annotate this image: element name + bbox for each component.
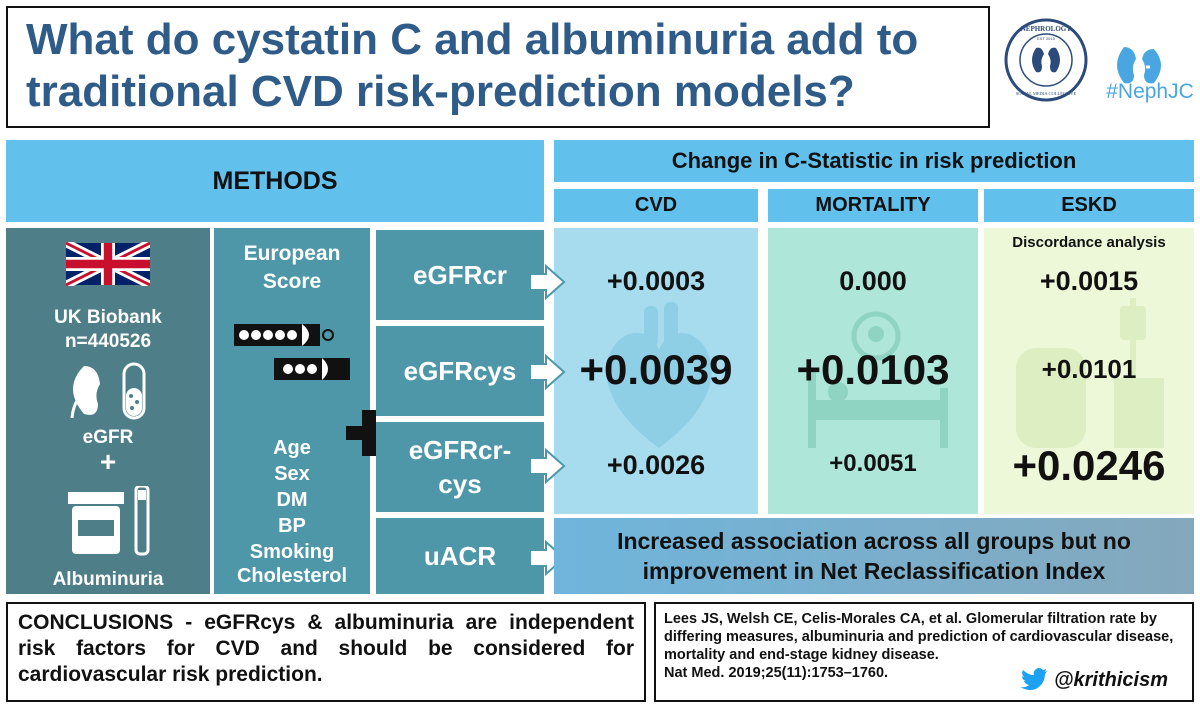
- logo-circle-subtext: SOCIAL MEDIA COLLECTIVE: [1016, 91, 1077, 96]
- uacr-result-line1: Increased association across all groups …: [617, 528, 1131, 554]
- hospital-bed-icon: [808, 311, 948, 448]
- reference-box: Lees JS, Welsh CE, Celis-Morales CA, et …: [654, 602, 1194, 702]
- cvd-value-egfrcys: +0.0039: [579, 346, 733, 393]
- albuminuria-label: Albuminuria: [52, 569, 164, 590]
- arrow-right-icon: [529, 263, 566, 301]
- european-title-2: Score: [262, 270, 322, 293]
- page-title: What do cystatin C and albuminuria add t…: [26, 15, 919, 116]
- uacr-result-banner: Increased association across all groups …: [554, 518, 1194, 594]
- artery-plaque-icon: [234, 324, 350, 380]
- arrow-right-icon: [529, 353, 566, 391]
- reference-journal: Nat Med. 2019;25(11):1753–1760.: [664, 665, 889, 681]
- nephjc-kidney-logo: [1117, 47, 1161, 84]
- uk-biobank-label: UK Biobank: [54, 307, 162, 328]
- mortality-value-egfrcr-cys: +0.0051: [829, 450, 917, 477]
- mortality-column: [768, 228, 978, 514]
- discordance-note: Discordance analysis: [1012, 234, 1166, 251]
- eskd-column: [984, 228, 1194, 514]
- cvd-value-egfrcr-cys: +0.0026: [606, 450, 706, 480]
- factor-age: Age: [273, 437, 311, 459]
- title-box: [6, 6, 990, 128]
- methods-header: METHODS: [6, 140, 544, 222]
- measure-uacr: uACR: [376, 518, 544, 594]
- uk-biobank-n: n=440526: [64, 331, 152, 352]
- mortality-header: MORTALITY: [768, 189, 978, 222]
- mortality-value-egfrcr: 0.000: [839, 266, 907, 296]
- kidney-and-tube-icon: [70, 362, 146, 420]
- heart-icon: [606, 302, 712, 448]
- twitter-handle-text: @krithicism: [1054, 668, 1168, 691]
- cvd-column: [554, 228, 758, 514]
- mortality-value-egfrcys: +0.0103: [796, 346, 950, 393]
- change-header: Change in C-Statistic in risk prediction: [554, 140, 1194, 182]
- european-title-1: European: [243, 242, 341, 265]
- reference-text: Lees JS, Welsh CE, Celis-Morales CA, et …: [664, 611, 1174, 663]
- uk-flag-icon: [66, 242, 150, 286]
- measure-egfrcr: eGFRcr: [376, 230, 544, 320]
- measure-egfrcr-cys-line2: cys: [438, 469, 482, 499]
- urine-cup-icon: [68, 486, 150, 556]
- nephjc-label: #NephJC: [1106, 80, 1194, 103]
- factor-bp: BP: [278, 515, 306, 537]
- twitter-handle[interactable]: @krithicism: [1020, 665, 1190, 695]
- cvd-header: CVD: [554, 189, 758, 222]
- factor-sex: Sex: [274, 463, 310, 485]
- arrow-right-icon: [529, 447, 566, 485]
- factor-dm: DM: [276, 489, 308, 511]
- plus-label: +: [99, 446, 117, 477]
- eskd-value-egfrcys: +0.0101: [1041, 354, 1137, 384]
- twitter-bird-icon: [1020, 668, 1047, 691]
- eskd-header: ESKD: [984, 189, 1194, 222]
- measure-egfrcr-cys: eGFRcr- cys: [376, 422, 544, 512]
- measure-egfrcr-cys-line1: eGFRcr-: [408, 435, 512, 465]
- measure-egfrcys: eGFRcys: [376, 326, 544, 416]
- eskd-value-egfrcr: +0.0015: [1039, 266, 1139, 296]
- uacr-result-line2: improvement in Net Reclassification Inde…: [642, 558, 1106, 584]
- factor-cholesterol: Cholesterol: [236, 565, 348, 587]
- logo-circle-text: NEPHROLOGY: [1021, 25, 1072, 33]
- conclusion-box: CONCLUSIONS - eGFRcys & albuminuria are …: [6, 602, 646, 702]
- dialysis-icon: [1016, 298, 1164, 448]
- logo-circle-year: EST 2015: [1037, 36, 1055, 41]
- factor-smoking: Smoking: [249, 541, 335, 563]
- cvd-value-egfrcr: +0.0003: [606, 266, 706, 296]
- nephrology-collective-logo: NEPHROLOGY EST 2015 SOCIAL MEDIA COLLECT…: [1004, 18, 1088, 102]
- egfr-label: eGFR: [82, 427, 134, 448]
- eskd-value-egfrcr-cys: +0.0246: [1012, 442, 1166, 489]
- uk-biobank-panel: UK Biobank n=440526 eGFR + Albuminuria: [6, 228, 210, 594]
- european-score-panel: European Score Age Sex DM BP Smoking Cho…: [214, 228, 370, 594]
